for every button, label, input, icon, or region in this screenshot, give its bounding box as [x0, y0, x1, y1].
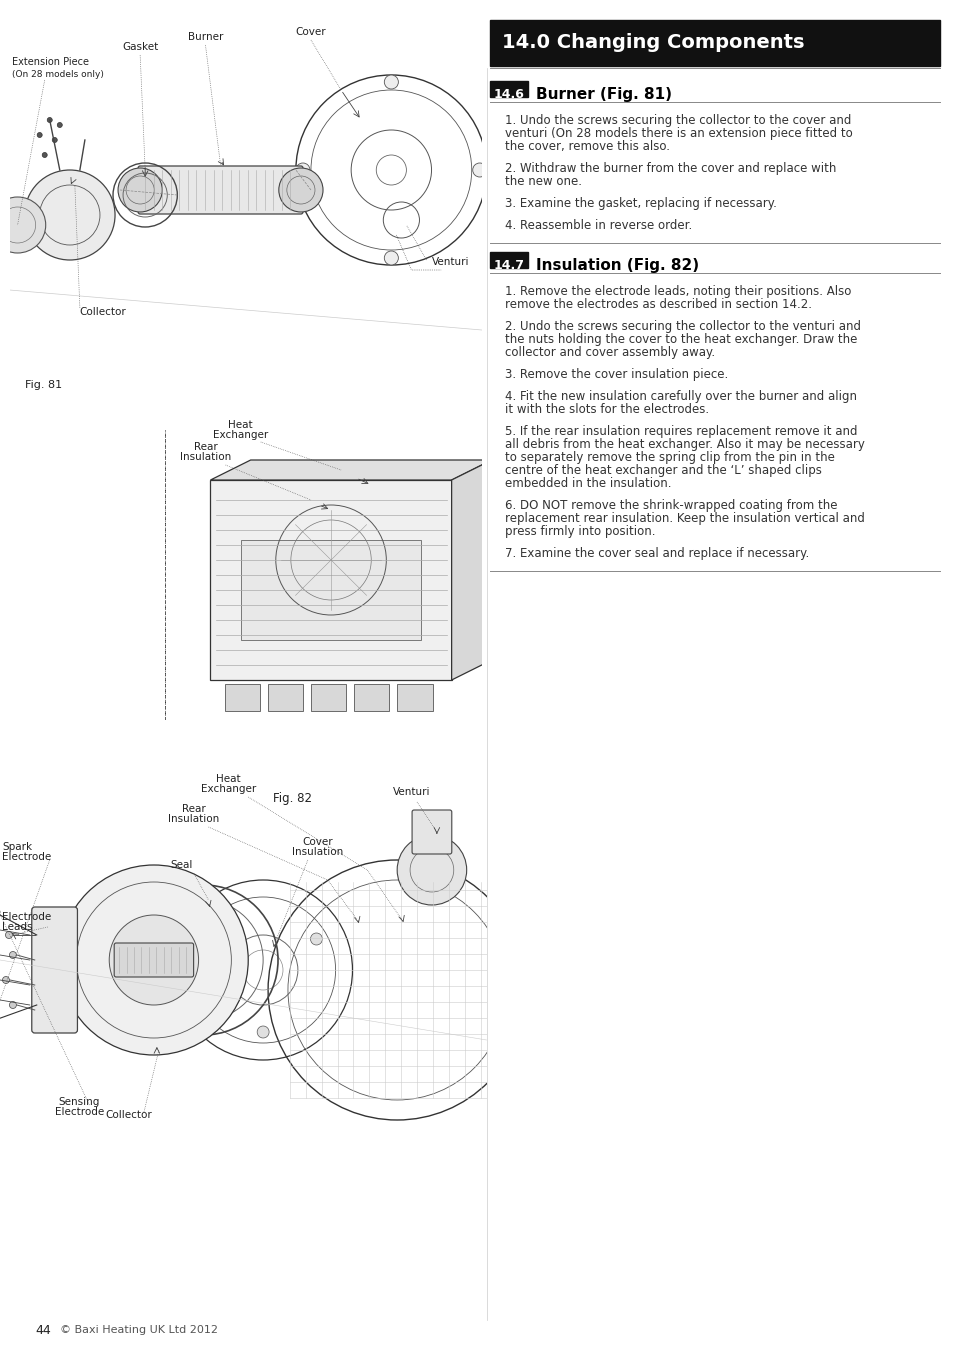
FancyBboxPatch shape — [240, 540, 421, 640]
Text: 2. Withdraw the burner from the cover and replace with: 2. Withdraw the burner from the cover an… — [504, 162, 836, 176]
Text: embedded in the insulation.: embedded in the insulation. — [504, 477, 671, 490]
Text: it with the slots for the electrodes.: it with the slots for the electrodes. — [504, 404, 708, 416]
FancyBboxPatch shape — [311, 684, 346, 711]
Text: Collector: Collector — [80, 306, 127, 317]
Text: Burner: Burner — [188, 32, 223, 42]
Circle shape — [52, 138, 57, 143]
Text: Exchanger: Exchanger — [200, 784, 255, 794]
Text: collector and cover assembly away.: collector and cover assembly away. — [504, 346, 715, 359]
FancyBboxPatch shape — [490, 252, 527, 267]
Text: Rear: Rear — [182, 805, 205, 814]
FancyBboxPatch shape — [114, 944, 193, 977]
Circle shape — [6, 931, 12, 938]
Text: Gasket: Gasket — [122, 42, 158, 53]
FancyBboxPatch shape — [224, 684, 259, 711]
Text: 14.0 Changing Components: 14.0 Changing Components — [501, 34, 803, 53]
FancyBboxPatch shape — [354, 684, 389, 711]
Text: 1. Undo the screws securing the collector to the cover and: 1. Undo the screws securing the collecto… — [504, 113, 850, 127]
Text: (On 28 models only): (On 28 models only) — [11, 70, 103, 80]
FancyBboxPatch shape — [268, 684, 303, 711]
Text: 3. Examine the gasket, replacing if necessary.: 3. Examine the gasket, replacing if nece… — [504, 197, 776, 211]
Text: Heat: Heat — [215, 774, 240, 784]
Text: Electrode: Electrode — [2, 913, 51, 922]
Text: Seal: Seal — [171, 860, 193, 869]
Text: Exchanger: Exchanger — [213, 431, 268, 440]
Text: Electrode: Electrode — [2, 852, 51, 863]
Text: the new one.: the new one. — [504, 176, 581, 188]
Circle shape — [0, 197, 46, 252]
Text: Fig. 81: Fig. 81 — [25, 379, 62, 390]
FancyBboxPatch shape — [397, 684, 432, 711]
Circle shape — [384, 76, 398, 89]
Text: Burner (Fig. 81): Burner (Fig. 81) — [536, 86, 671, 101]
Circle shape — [10, 1002, 16, 1008]
FancyBboxPatch shape — [31, 907, 77, 1033]
Text: remove the electrodes as described in section 14.2.: remove the electrodes as described in se… — [504, 298, 811, 311]
Text: Fig. 82: Fig. 82 — [274, 792, 312, 805]
FancyBboxPatch shape — [138, 166, 303, 215]
Text: Leads: Leads — [2, 922, 32, 931]
Circle shape — [47, 117, 52, 123]
Text: replacement rear insulation. Keep the insulation vertical and: replacement rear insulation. Keep the in… — [504, 512, 864, 525]
Text: the nuts holding the cover to the heat exchanger. Draw the: the nuts holding the cover to the heat e… — [504, 333, 857, 346]
Circle shape — [257, 1026, 269, 1038]
Polygon shape — [211, 460, 492, 481]
Text: Spark: Spark — [2, 842, 32, 852]
Text: 4. Reassemble in reverse order.: 4. Reassemble in reverse order. — [504, 219, 692, 232]
Text: 14.7: 14.7 — [493, 259, 524, 271]
Text: Electrode: Electrode — [54, 1107, 104, 1116]
Text: 3. Remove the cover insulation piece.: 3. Remove the cover insulation piece. — [504, 369, 727, 381]
Polygon shape — [451, 460, 492, 680]
FancyBboxPatch shape — [211, 481, 451, 680]
Text: to separately remove the spring clip from the pin in the: to separately remove the spring clip fro… — [504, 451, 834, 464]
FancyBboxPatch shape — [490, 20, 939, 66]
Text: 5. If the rear insulation requires replacement remove it and: 5. If the rear insulation requires repla… — [504, 425, 857, 437]
Circle shape — [109, 915, 198, 1004]
Circle shape — [396, 836, 466, 904]
Text: Insulation: Insulation — [168, 814, 219, 824]
Circle shape — [204, 933, 215, 945]
Circle shape — [295, 163, 310, 177]
Text: Venturi: Venturi — [431, 256, 469, 267]
Text: Heat: Heat — [228, 420, 253, 431]
Text: centre of the heat exchanger and the ‘L’ shaped clips: centre of the heat exchanger and the ‘L’… — [504, 464, 821, 477]
Circle shape — [42, 153, 47, 158]
Circle shape — [57, 123, 62, 127]
Text: Cover: Cover — [302, 837, 333, 846]
Circle shape — [25, 170, 115, 261]
Text: 7. Examine the cover seal and replace if necessary.: 7. Examine the cover seal and replace if… — [504, 547, 808, 560]
Text: 6. DO NOT remove the shrink-wrapped coating from the: 6. DO NOT remove the shrink-wrapped coat… — [504, 500, 837, 512]
Text: all debris from the heat exchanger. Also it may be necessary: all debris from the heat exchanger. Also… — [504, 437, 864, 451]
Text: Rear: Rear — [193, 441, 217, 452]
Text: © Baxi Heating UK Ltd 2012: © Baxi Heating UK Ltd 2012 — [60, 1324, 218, 1335]
Text: Venturi: Venturi — [393, 787, 431, 796]
FancyBboxPatch shape — [412, 810, 452, 855]
Text: 1. Remove the electrode leads, noting their positions. Also: 1. Remove the electrode leads, noting th… — [504, 285, 850, 298]
Text: 14.6: 14.6 — [493, 88, 524, 101]
FancyBboxPatch shape — [490, 81, 527, 97]
Text: Insulation: Insulation — [180, 452, 231, 462]
Text: Extension Piece: Extension Piece — [11, 57, 89, 68]
Circle shape — [118, 167, 162, 212]
Circle shape — [10, 952, 16, 958]
Circle shape — [37, 132, 42, 138]
Text: 2. Undo the screws securing the collector to the venturi and: 2. Undo the screws securing the collecto… — [504, 320, 861, 333]
Circle shape — [278, 167, 323, 212]
Text: Insulation: Insulation — [292, 846, 343, 857]
Text: press firmly into position.: press firmly into position. — [504, 525, 655, 539]
Text: 44: 44 — [35, 1323, 51, 1336]
Circle shape — [59, 865, 248, 1054]
Text: the cover, remove this also.: the cover, remove this also. — [504, 140, 669, 153]
Text: Sensing: Sensing — [59, 1098, 100, 1107]
Circle shape — [310, 933, 322, 945]
Circle shape — [384, 251, 398, 265]
Text: Collector: Collector — [106, 1110, 152, 1120]
Text: Insulation (Fig. 82): Insulation (Fig. 82) — [536, 258, 699, 273]
Text: 4. Fit the new insulation carefully over the burner and align: 4. Fit the new insulation carefully over… — [504, 390, 856, 404]
Text: venturi (On 28 models there is an extension piece fitted to: venturi (On 28 models there is an extens… — [504, 127, 852, 140]
Text: Cover: Cover — [295, 27, 326, 36]
Circle shape — [473, 163, 486, 177]
Circle shape — [3, 976, 10, 984]
